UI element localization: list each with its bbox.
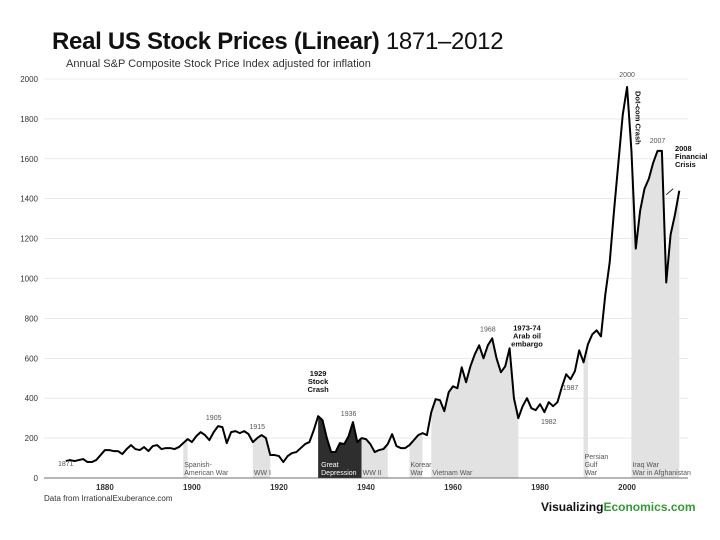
period-label-7: Iraq War War in Afghanistan xyxy=(632,462,691,477)
x-tick-label-1920: 1920 xyxy=(270,483,288,492)
x-tick-label-1960: 1960 xyxy=(444,483,462,492)
brand-part1: Visualizing xyxy=(541,500,604,514)
annotation-10: Dot-com Crash xyxy=(633,91,642,145)
period-label-4: Korean War xyxy=(411,462,434,477)
chart-title: Real US Stock Prices (Linear) 1871–2012 xyxy=(52,28,504,56)
annotation-5: 1968 xyxy=(480,326,496,333)
gridlines xyxy=(44,78,688,479)
x-tick-label-1880: 1880 xyxy=(96,483,114,492)
annotation-4: 1936 xyxy=(341,411,357,418)
axes: 0 200 400 600 800 1000 1200 1400 1600 1800 2000 188… xyxy=(20,75,688,492)
x-tick-label-2000: 2000 xyxy=(618,483,636,492)
annotation-3: 1929 Stock Crash xyxy=(308,369,330,394)
brand-part2: Economics.com xyxy=(603,500,696,514)
annotation-2: 1915 xyxy=(249,424,265,431)
shaded-period-1 xyxy=(252,435,271,478)
y-tick-label-200: 200 xyxy=(25,434,39,443)
y-tick-label-2000: 2000 xyxy=(20,75,38,84)
period-label-5: Vietnam War xyxy=(432,470,473,477)
annotation-1: 1905 xyxy=(206,415,222,422)
period-label-1: WW I xyxy=(254,470,271,477)
x-tick-label-1900: 1900 xyxy=(183,483,201,492)
period-label-3: WW II xyxy=(363,470,382,477)
y-tick-label-0: 0 xyxy=(34,474,39,483)
shaded-period-4 xyxy=(409,433,423,478)
y-tick-label-600: 600 xyxy=(25,354,39,363)
source-note: Data from IrrationalExuberance.com xyxy=(44,494,173,503)
y-tick-label-1400: 1400 xyxy=(20,195,38,204)
period-label-2: Great Depression xyxy=(321,462,357,477)
shaded-period-7 xyxy=(631,150,680,478)
chart-subtitle: Annual S&P Composite Stock Price Index a… xyxy=(66,58,371,70)
y-tick-label-1600: 1600 xyxy=(20,155,38,164)
period-label-0: Spanish-American War xyxy=(184,462,229,477)
y-tick-label-1800: 1800 xyxy=(20,115,38,124)
chart-title-main: Real US Stock Prices (Linear) xyxy=(52,28,380,55)
annotation-12: 2008 Financial Crisis xyxy=(675,144,708,169)
price-series-line xyxy=(65,85,681,464)
x-tick-label-1980: 1980 xyxy=(531,483,549,492)
price-line xyxy=(65,85,681,464)
y-tick-label-400: 400 xyxy=(25,394,39,403)
y-tick-label-1000: 1000 xyxy=(20,275,38,284)
x-tick-label-1940: 1940 xyxy=(357,483,375,492)
chart-title-years: 1871–2012 xyxy=(385,28,504,55)
y-tick-label-800: 800 xyxy=(25,314,39,323)
period-label-6: Persian Gulf War xyxy=(585,454,609,477)
brand-logo[interactable]: VisualizingEconomics.com xyxy=(541,500,696,514)
shaded-period-3 xyxy=(361,438,388,478)
shaded-period-6 xyxy=(583,344,588,478)
annotation-11: 2007 xyxy=(650,138,666,145)
shaded-periods: Spanish-American War WW I Great Depression W… xyxy=(183,150,691,478)
y-tick-label-1200: 1200 xyxy=(20,235,38,244)
annotation-0: 1871 xyxy=(58,461,74,468)
shaded-period-0 xyxy=(183,439,188,478)
annotation-9: 2000 xyxy=(619,72,635,79)
annotation-6: 1973-74 Arab oil embargo xyxy=(511,323,543,348)
crisis-arrow xyxy=(665,188,674,196)
shaded-period-5 xyxy=(431,338,519,478)
annotation-8: 1987 xyxy=(563,385,579,392)
annotations: 1871 1905 1915 1929 Stock Crash 1936 1968 1973-7… xyxy=(58,72,707,468)
annotation-7: 1982 xyxy=(541,419,557,426)
